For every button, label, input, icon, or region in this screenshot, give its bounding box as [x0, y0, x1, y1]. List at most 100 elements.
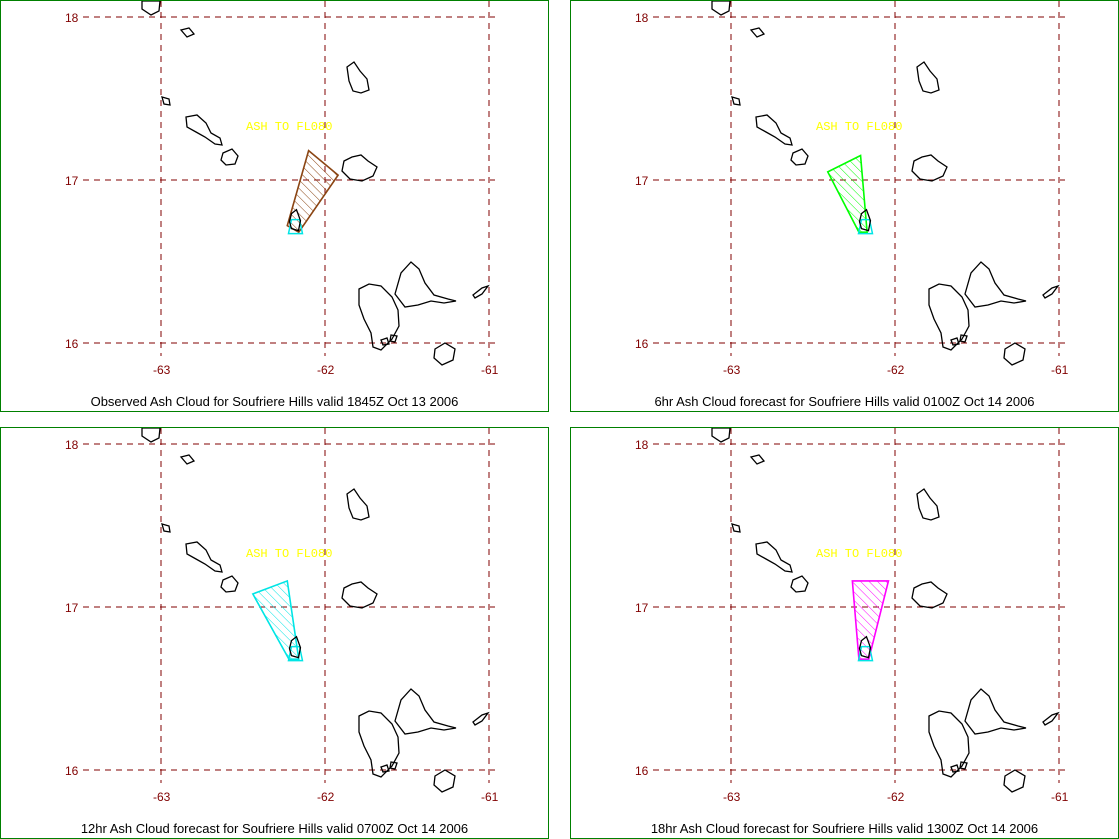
coastline: [731, 523, 741, 533]
lon-tick-label: -61: [1051, 790, 1069, 804]
coastline: [916, 488, 940, 521]
coastline: [911, 581, 948, 609]
coastline: [950, 337, 960, 346]
coastline: [959, 334, 968, 343]
lat-tick-label: 16: [65, 764, 79, 778]
coastline: [220, 148, 239, 166]
lon-tick-label: -62: [317, 363, 335, 377]
lon-tick-label: -62: [887, 363, 905, 377]
coastline: [731, 96, 741, 106]
volcano-marker: [857, 218, 874, 235]
lon-tick-label: -63: [723, 363, 741, 377]
map-panel-6hr: -63 -62 -61 18 17 16 ASH TO FL080 6hr Ash Clou…: [570, 0, 1119, 412]
coastline: [161, 96, 171, 106]
lat-tick-label: 18: [635, 11, 649, 25]
coastline: [911, 154, 948, 182]
montserrat-island: [858, 635, 872, 659]
coastline: [380, 764, 390, 773]
panel-caption: 12hr Ash Cloud forecast for Soufriere Hi…: [80, 821, 469, 836]
coastline: [711, 428, 731, 443]
panel-caption: 18hr Ash Cloud forecast for Soufriere Hi…: [650, 821, 1039, 836]
lon-tick-label: -61: [1051, 363, 1069, 377]
coastline: [185, 114, 223, 146]
lat-tick-label: 17: [635, 174, 649, 188]
coastline: [179, 27, 196, 38]
map-6hr: -63 -62 -61 18 17 16 ASH TO FL080: [635, 1, 1069, 377]
lat-tick-label: 17: [635, 601, 649, 615]
coastline: [755, 114, 793, 146]
lat-tick-label: 17: [65, 174, 79, 188]
lat-tick-label: 18: [65, 438, 79, 452]
lon-tick-label: -63: [153, 363, 171, 377]
coastline: [161, 523, 171, 533]
coastline: [790, 575, 809, 593]
coastline: [341, 154, 378, 182]
coastline: [472, 711, 490, 726]
map-18hr: -63 -62 -61 18 17 16 ASH TO FL080: [635, 428, 1069, 804]
coastline: [389, 761, 398, 770]
lon-tick-label: -61: [481, 790, 499, 804]
volcano-marker: [287, 645, 304, 662]
lat-tick-label: 17: [65, 601, 79, 615]
montserrat-island: [288, 635, 302, 659]
coastline: [916, 61, 940, 94]
montserrat-island: [858, 208, 872, 232]
ash-cloud-area: [286, 149, 340, 234]
coastline: [220, 575, 239, 593]
coastline: [358, 283, 400, 351]
coastline: [394, 261, 457, 308]
map-panel-18hr: -63 -62 -61 18 17 16 ASH TO FL080 18hr Ash Clo…: [570, 427, 1119, 839]
coastline: [185, 541, 223, 573]
coastline: [964, 261, 1027, 308]
coastline: [711, 1, 731, 16]
coastline: [358, 710, 400, 778]
coastline: [346, 488, 370, 521]
lat-tick-label: 18: [635, 438, 649, 452]
lon-tick-label: -62: [887, 790, 905, 804]
ash-altitude-label: ASH TO FL080: [246, 120, 332, 134]
lat-tick-label: 18: [65, 11, 79, 25]
coastline: [179, 454, 196, 465]
ash-altitude-label: ASH TO FL080: [816, 547, 902, 561]
coastline: [964, 688, 1027, 735]
montserrat-island: [288, 208, 302, 232]
coastline: [755, 541, 793, 573]
volcano-marker: [857, 645, 874, 662]
coastline: [959, 761, 968, 770]
ash-cloud-area: [251, 579, 300, 660]
lon-tick-label: -61: [481, 363, 499, 377]
map-panel-observed: -63 -62 -61 18 17 16 ASH TO FL080 Observed Ash…: [0, 0, 549, 412]
coastline: [141, 428, 161, 443]
lon-tick-label: -63: [153, 790, 171, 804]
coastline: [1042, 284, 1060, 299]
coastline: [749, 27, 766, 38]
lat-tick-label: 16: [635, 764, 649, 778]
panel-caption: 6hr Ash Cloud forecast for Soufriere Hil…: [654, 394, 1035, 409]
ash-cloud-area: [826, 154, 868, 233]
lon-tick-label: -62: [317, 790, 335, 804]
map-12hr: -63 -62 -61 18 17 16 ASH TO FL080: [65, 428, 499, 804]
coastline: [950, 764, 960, 773]
coastline: [1042, 711, 1060, 726]
coastline: [141, 1, 161, 16]
coastline: [1003, 342, 1026, 366]
panel-caption: Observed Ash Cloud for Soufriere Hills v…: [90, 394, 459, 409]
coastline: [928, 283, 970, 351]
map-observed: -63 -62 -61 18 17 16 ASH TO FL080: [65, 1, 499, 377]
coastline: [1003, 769, 1026, 793]
coastline: [380, 337, 390, 346]
ash-cloud-area: [851, 580, 890, 660]
coastline: [341, 581, 378, 609]
ash-altitude-label: ASH TO FL080: [816, 120, 902, 134]
lat-tick-label: 16: [635, 337, 649, 351]
ash-altitude-label: ASH TO FL080: [246, 547, 332, 561]
volcano-marker: [287, 218, 304, 235]
coastline: [389, 334, 398, 343]
map-panel-12hr: -63 -62 -61 18 17 16 ASH TO FL080 12hr Ash Clo…: [0, 427, 549, 839]
coastline: [346, 61, 370, 94]
coastline: [472, 284, 490, 299]
coastline: [928, 710, 970, 778]
lon-tick-label: -63: [723, 790, 741, 804]
coastline: [749, 454, 766, 465]
coastline: [394, 688, 457, 735]
